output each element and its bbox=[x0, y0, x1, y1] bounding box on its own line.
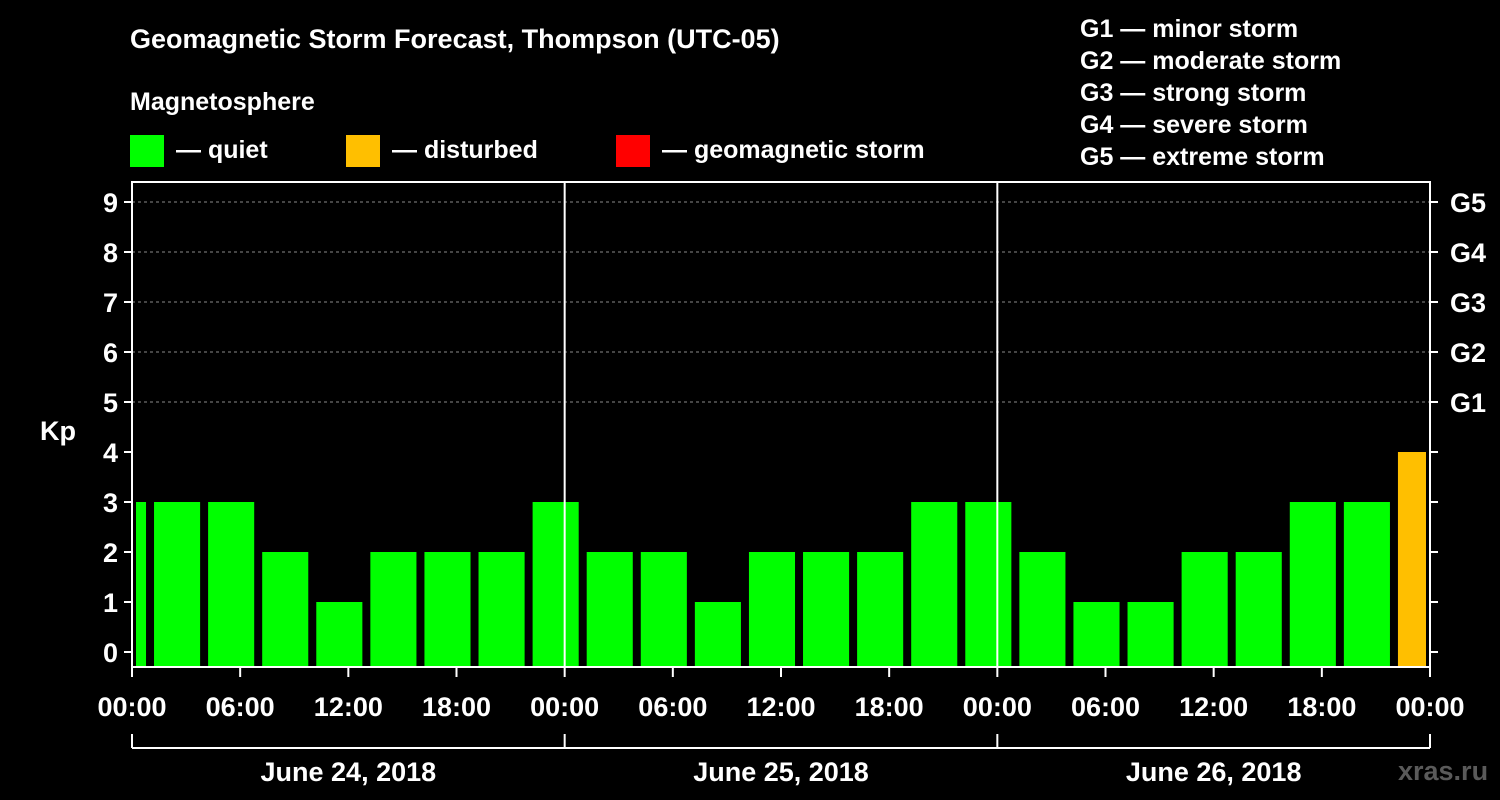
g-label-g2: G2 bbox=[1450, 338, 1486, 368]
watermark: xras.ru bbox=[1398, 756, 1488, 786]
bar-20 bbox=[1181, 552, 1228, 667]
bar-3 bbox=[262, 552, 309, 667]
g-label-g5: G5 bbox=[1450, 188, 1486, 218]
y-tick-label-5: 5 bbox=[103, 388, 118, 418]
bar-17 bbox=[1019, 552, 1066, 667]
y-ticks: 0 1 2 3 4 5 6 7 8 9 bbox=[103, 188, 1438, 668]
y-tick-label-3: 3 bbox=[103, 488, 118, 518]
y-tick-label-1: 1 bbox=[103, 588, 118, 618]
x-tick-label-10: 12:00 bbox=[1179, 692, 1248, 722]
legend-label-storm: — geomagnetic storm bbox=[662, 136, 925, 164]
legend-swatch-quiet bbox=[130, 135, 164, 167]
legend-swatch-disturbed bbox=[346, 135, 380, 167]
day-label-1: June 25, 2018 bbox=[693, 757, 869, 787]
bar-2 bbox=[208, 502, 255, 667]
bar-16 bbox=[965, 502, 1012, 667]
x-tick-label-3: 18:00 bbox=[422, 692, 491, 722]
bar-5 bbox=[370, 552, 417, 667]
x-tick-label-9: 06:00 bbox=[1071, 692, 1140, 722]
x-tick-label-7: 18:00 bbox=[855, 692, 924, 722]
bar-6 bbox=[424, 552, 471, 667]
bars bbox=[136, 452, 1426, 667]
g-label-g3: G3 bbox=[1450, 288, 1486, 318]
x-tick-label-11: 18:00 bbox=[1287, 692, 1356, 722]
bar-4 bbox=[316, 602, 363, 667]
y-tick-label-7: 7 bbox=[103, 288, 118, 318]
legend-swatch-storm bbox=[616, 135, 650, 167]
g-label-g1: G1 bbox=[1450, 388, 1486, 418]
bar-14 bbox=[857, 552, 904, 667]
bar-13 bbox=[803, 552, 850, 667]
day-label-2: June 26, 2018 bbox=[1126, 757, 1302, 787]
x-tick-label-8: 00:00 bbox=[963, 692, 1032, 722]
bar-10 bbox=[640, 552, 687, 667]
bar-11 bbox=[694, 602, 741, 667]
bar-24 bbox=[1397, 452, 1426, 667]
bar-9 bbox=[586, 552, 633, 667]
x-ticks: 00:00 06:00 12:00 18:00 00:00 06:00 12:00 18:00… bbox=[97, 667, 1465, 722]
x-tick-label-4: 00:00 bbox=[530, 692, 599, 722]
legend-label-disturbed: — disturbed bbox=[392, 136, 538, 164]
x-tick-label-0: 00:00 bbox=[97, 692, 166, 722]
legend: Magnetosphere — quiet — disturbed — geom… bbox=[130, 88, 925, 167]
x-tick-label-6: 12:00 bbox=[746, 692, 815, 722]
bar-8 bbox=[532, 502, 579, 667]
storm-scale-legend: G1 — minor storm G2 — moderate storm G3 … bbox=[1080, 15, 1341, 171]
bar-22 bbox=[1289, 502, 1336, 667]
bar-12 bbox=[748, 552, 796, 667]
x-tick-label-1: 06:00 bbox=[206, 692, 275, 722]
x-tick-label-2: 12:00 bbox=[314, 692, 383, 722]
y-tick-label-6: 6 bbox=[103, 338, 118, 368]
storm-scale-g1: G1 — minor storm bbox=[1080, 15, 1298, 43]
bar-15 bbox=[911, 502, 958, 667]
storm-scale-g4: G4 — severe storm bbox=[1080, 111, 1308, 139]
y-tick-label-8: 8 bbox=[103, 238, 118, 268]
g-label-g4: G4 bbox=[1450, 238, 1486, 268]
bar-1 bbox=[154, 502, 201, 667]
bar-23 bbox=[1343, 502, 1390, 667]
bar-21 bbox=[1235, 552, 1282, 667]
chart-title: Geomagnetic Storm Forecast, Thompson (UT… bbox=[130, 24, 780, 54]
storm-scale-g2: G2 — moderate storm bbox=[1080, 47, 1341, 75]
y-tick-label-2: 2 bbox=[103, 538, 118, 568]
x-tick-label-5: 06:00 bbox=[638, 692, 707, 722]
legend-heading: Magnetosphere bbox=[130, 88, 315, 116]
y-axis-label: Kp bbox=[40, 416, 76, 446]
day-label-0: June 24, 2018 bbox=[261, 757, 437, 787]
legend-label-quiet: — quiet bbox=[176, 136, 268, 164]
day-brackets: June 24, 2018 June 25, 2018 June 26, 2018 bbox=[131, 734, 1431, 787]
y-tick-label-9: 9 bbox=[103, 188, 118, 218]
bar-7 bbox=[478, 552, 525, 667]
y-tick-label-0: 0 bbox=[103, 638, 118, 668]
y-tick-label-4: 4 bbox=[103, 438, 118, 468]
bar-18 bbox=[1073, 602, 1120, 667]
storm-scale-g3: G3 — strong storm bbox=[1080, 79, 1306, 107]
grid-lines bbox=[132, 201, 1430, 403]
bar-19 bbox=[1127, 602, 1174, 667]
x-tick-label-12: 00:00 bbox=[1395, 692, 1464, 722]
storm-scale-g5: G5 — extreme storm bbox=[1080, 143, 1325, 171]
g-level-ticks: G1 G2 G3 G4 G5 bbox=[1450, 188, 1486, 418]
bar-0 bbox=[136, 502, 147, 667]
